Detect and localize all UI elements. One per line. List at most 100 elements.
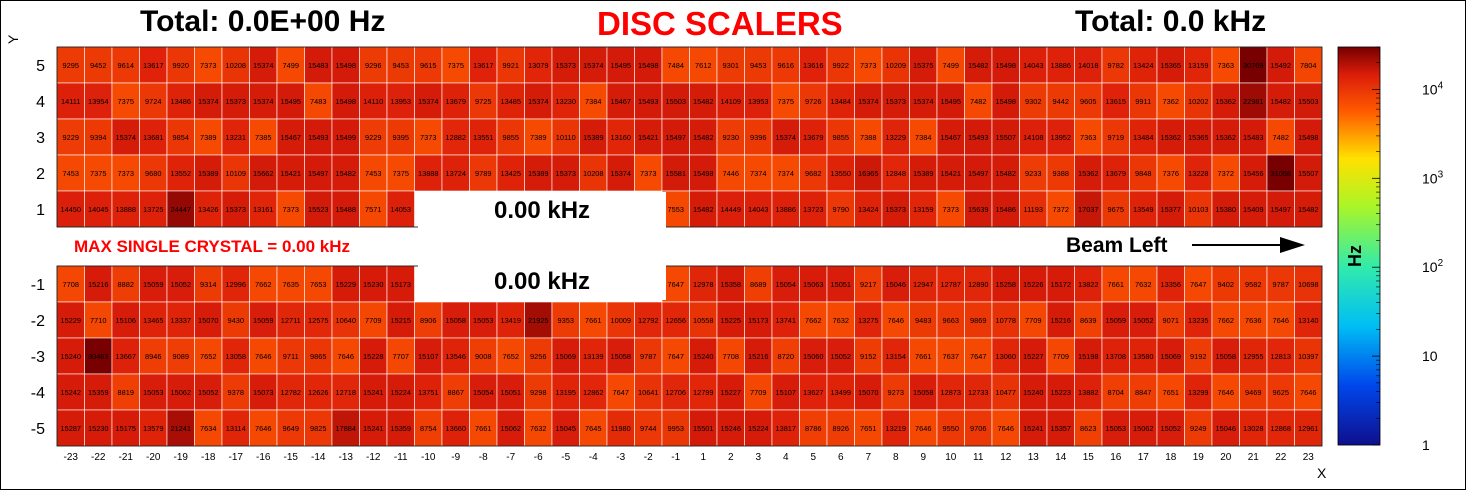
heatmap-cell — [359, 301, 388, 339]
cell-value-label: 30463 — [88, 352, 109, 361]
x-tick-label: 2 — [728, 452, 734, 463]
cell-value-label: 8704 — [1108, 388, 1124, 397]
color-scale-band — [1338, 123, 1380, 125]
color-scale-band — [1338, 176, 1380, 178]
cell-value-label: 15229 — [335, 280, 356, 289]
top-plot-border — [56, 46, 1323, 228]
cell-value-label: 12718 — [335, 388, 356, 397]
color-scale-band — [1338, 142, 1380, 144]
cell-value-label: 9298 — [530, 388, 546, 397]
cell-value-label: 7709 — [1025, 316, 1041, 325]
color-scale-band — [1338, 108, 1380, 110]
color-scale-band — [1338, 272, 1380, 274]
cell-value-label: 15230 — [88, 424, 109, 433]
cell-value-label: 9911 — [1135, 97, 1151, 106]
hole-rate-top: 0.00 kHz — [418, 192, 666, 230]
heatmap-cell — [826, 118, 855, 156]
cell-value-label: 15258 — [995, 280, 1016, 289]
cell-value-label: 15482 — [995, 169, 1016, 178]
color-scale-band — [1338, 140, 1380, 142]
heatmap-cell — [716, 301, 745, 339]
color-scale-band — [1338, 354, 1380, 356]
heatmap-cell — [386, 82, 415, 120]
cell-value-label: 15365 — [1188, 133, 1209, 142]
color-scale-band — [1338, 414, 1380, 416]
cell-value-label: 15374 — [115, 133, 136, 142]
color-scale-band — [1338, 232, 1380, 234]
heatmap-cell — [524, 337, 553, 375]
color-scale-band — [1338, 381, 1380, 383]
color-scale-band — [1338, 281, 1380, 283]
cell-value-label: 7637 — [943, 352, 959, 361]
cell-value-label: 15240 — [60, 352, 81, 361]
color-scale-band — [1338, 416, 1380, 418]
color-scale-band — [1338, 222, 1380, 224]
color-scale-band — [1338, 212, 1380, 214]
heatmap-cell — [1184, 154, 1213, 192]
cell-value-label: 7709 — [365, 316, 381, 325]
heatmap-cell — [1129, 190, 1158, 228]
heatmap-cell — [771, 154, 800, 192]
x-tick-label: -11 — [394, 452, 408, 463]
color-scale-band — [1338, 247, 1380, 249]
heatmap-cell — [799, 265, 828, 303]
cell-value-label: 15058 — [1215, 352, 1236, 361]
cell-value-label: 15106 — [115, 316, 136, 325]
color-scale-band — [1338, 369, 1380, 371]
color-scale-band — [1338, 149, 1380, 151]
color-scale-band — [1338, 82, 1380, 84]
x-tick-label: -17 — [229, 452, 244, 463]
cell-value-label: 15069 — [555, 352, 576, 361]
heatmap-cell — [139, 301, 168, 339]
heatmap-cell — [1046, 118, 1075, 156]
cell-value-label: 10640 — [335, 316, 356, 325]
color-scale-band — [1338, 78, 1380, 80]
heatmap-cell — [634, 118, 663, 156]
color-scale-tick-label: 102 — [1422, 258, 1444, 275]
heatmap-cell — [661, 409, 690, 447]
color-scale-band — [1338, 55, 1380, 57]
cell-value-label: 15488 — [335, 205, 356, 214]
cell-value-label: 9649 — [283, 424, 299, 433]
color-scale-band — [1338, 192, 1380, 194]
cell-value-label: 15374 — [775, 133, 796, 142]
cell-value-label: 15377 — [1160, 205, 1181, 214]
color-scale-band — [1338, 130, 1380, 132]
color-scale-band — [1338, 114, 1380, 116]
heatmap-cell — [744, 118, 773, 156]
cell-value-label: 14045 — [88, 205, 109, 214]
heatmap-cell — [276, 154, 305, 192]
color-scale-band — [1338, 196, 1380, 198]
heatmap-cell — [1101, 154, 1130, 192]
cell-value-label: 9625 — [1273, 388, 1289, 397]
heatmap-cell — [1184, 409, 1213, 447]
x-tick-label: -15 — [284, 452, 299, 463]
heatmap-cell — [84, 118, 113, 156]
heatmap-cell — [1156, 409, 1185, 447]
cell-value-label: 7484 — [668, 61, 684, 70]
color-scale-band — [1338, 257, 1380, 259]
color-scale-band — [1338, 135, 1380, 137]
x-tick-label: -12 — [366, 452, 381, 463]
cell-value-label: 7635 — [283, 280, 299, 289]
heatmap-cell — [854, 409, 883, 447]
color-scale-band — [1338, 336, 1380, 338]
color-scale-band — [1338, 48, 1380, 50]
cell-value-label: 15053 — [143, 388, 164, 397]
color-scale-band — [1338, 94, 1380, 96]
cell-value-label: 12706 — [665, 388, 686, 397]
cell-value-label: 7647 — [1190, 280, 1206, 289]
color-scale-band — [1338, 283, 1380, 285]
heatmap-cell — [799, 46, 828, 84]
heatmap-cell — [276, 82, 305, 120]
heatmap-cell — [1129, 301, 1158, 339]
heatmap-cell — [1294, 265, 1323, 303]
heatmap-cell — [1156, 337, 1185, 375]
cell-value-label: 12996 — [225, 280, 246, 289]
x-tick-label: -6 — [534, 452, 543, 463]
cell-value-label: 10641 — [638, 388, 659, 397]
color-scale-band — [1338, 136, 1380, 138]
color-scale-band — [1338, 98, 1380, 100]
cell-value-label: 9848 — [1135, 169, 1151, 178]
color-scale-band — [1338, 139, 1380, 141]
